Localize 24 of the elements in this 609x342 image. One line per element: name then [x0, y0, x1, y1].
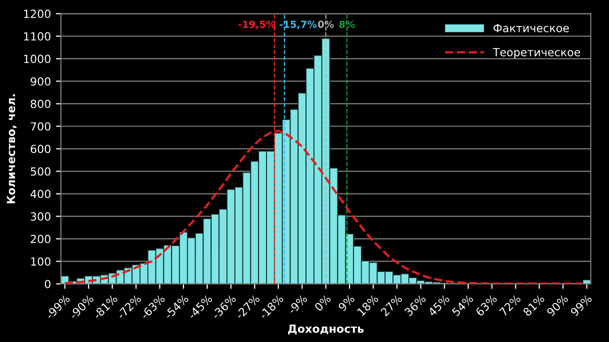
y-tick-label: 300: [30, 212, 50, 221]
ref-line-label: -19,5%: [238, 20, 276, 30]
y-axis-title: Количество, чел.: [6, 94, 17, 204]
x-tick-label: 0%: [314, 294, 332, 312]
y-tick-label: 200: [30, 234, 50, 244]
y-tick-label: 600: [30, 144, 50, 154]
x-tick-label: 9%: [338, 294, 356, 312]
ref-line-label: -15,7%: [280, 20, 317, 30]
y-tick-label: 800: [30, 100, 50, 108]
y-tick-label: 1000: [24, 54, 50, 64]
ref-line-label: 0%: [318, 20, 334, 28]
y-tick-label: 100: [31, 257, 50, 266]
y-tick-label: 900: [30, 77, 50, 86]
ref-line-label: 8%: [339, 20, 355, 28]
y-tick-label: 400: [30, 190, 50, 198]
y-tick-label: 1200: [24, 10, 50, 18]
y-tick-label: 500: [30, 167, 50, 176]
legend-label: Теоретическое: [492, 48, 580, 59]
y-tick-label: 1100: [24, 32, 50, 41]
y-tick-label: 0: [44, 280, 50, 288]
x-tick-label: -9%: [287, 294, 308, 315]
y-tick-label: 700: [30, 122, 50, 131]
legend-label: Фактическое: [494, 24, 569, 32]
x-axis-title: Доходность: [288, 324, 364, 334]
